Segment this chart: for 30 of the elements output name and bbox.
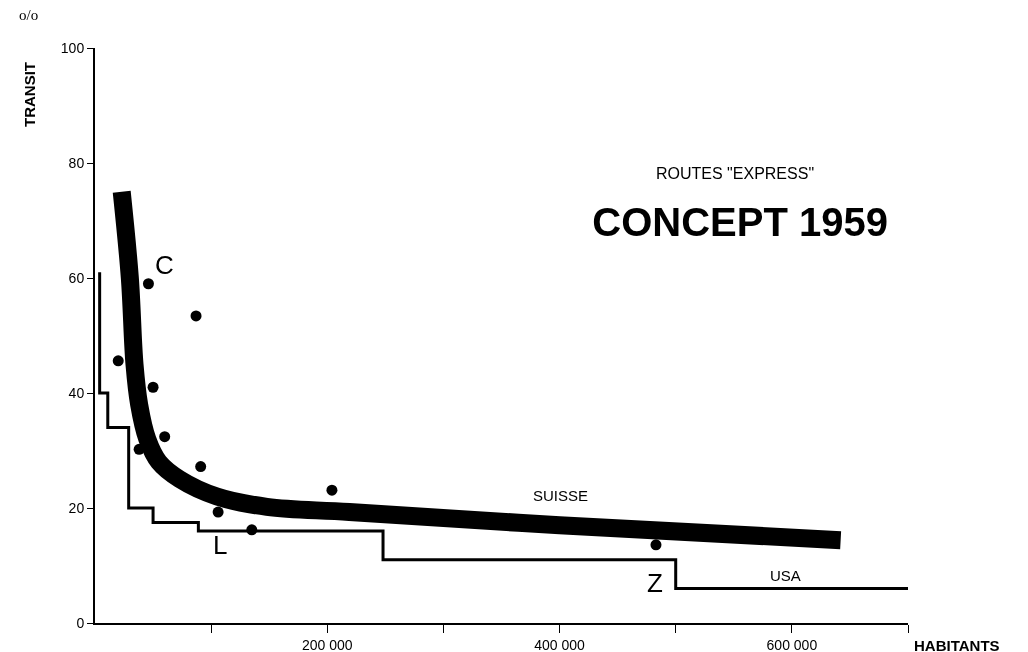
annotation: L bbox=[213, 530, 228, 560]
y-axis-title: TRANSIT bbox=[20, 61, 38, 127]
point bbox=[650, 539, 662, 551]
y-tick-label: 0 bbox=[76, 614, 85, 631]
annotation: USA bbox=[770, 567, 801, 584]
x-tick-label: 400 000 bbox=[534, 636, 586, 652]
x-axis-title: HABITANTS bbox=[914, 637, 1000, 652]
annotation: SUISSE bbox=[533, 487, 589, 504]
text: CONCEPT 1959 bbox=[592, 199, 888, 244]
point bbox=[142, 278, 154, 290]
x-tick-label: 200 000 bbox=[301, 636, 353, 652]
x-tick-label: 600 000 bbox=[766, 636, 818, 652]
point bbox=[147, 381, 159, 393]
annotation: Z bbox=[647, 568, 663, 598]
y-tick-label: 40 bbox=[68, 384, 85, 401]
point bbox=[112, 355, 124, 367]
y-tick-label: 60 bbox=[68, 269, 85, 286]
text: ROUTES "EXPRESS" bbox=[656, 165, 815, 182]
point bbox=[190, 310, 202, 322]
point bbox=[326, 484, 338, 496]
y-tick-label: 80 bbox=[68, 154, 85, 171]
text: o/o bbox=[19, 7, 39, 23]
annotation: C bbox=[155, 250, 174, 280]
point bbox=[159, 431, 171, 443]
point bbox=[195, 461, 207, 473]
point bbox=[246, 524, 258, 536]
y-tick-label: 100 bbox=[60, 39, 85, 56]
point bbox=[133, 443, 145, 455]
point bbox=[212, 506, 224, 518]
y-tick-label: 20 bbox=[68, 499, 85, 516]
